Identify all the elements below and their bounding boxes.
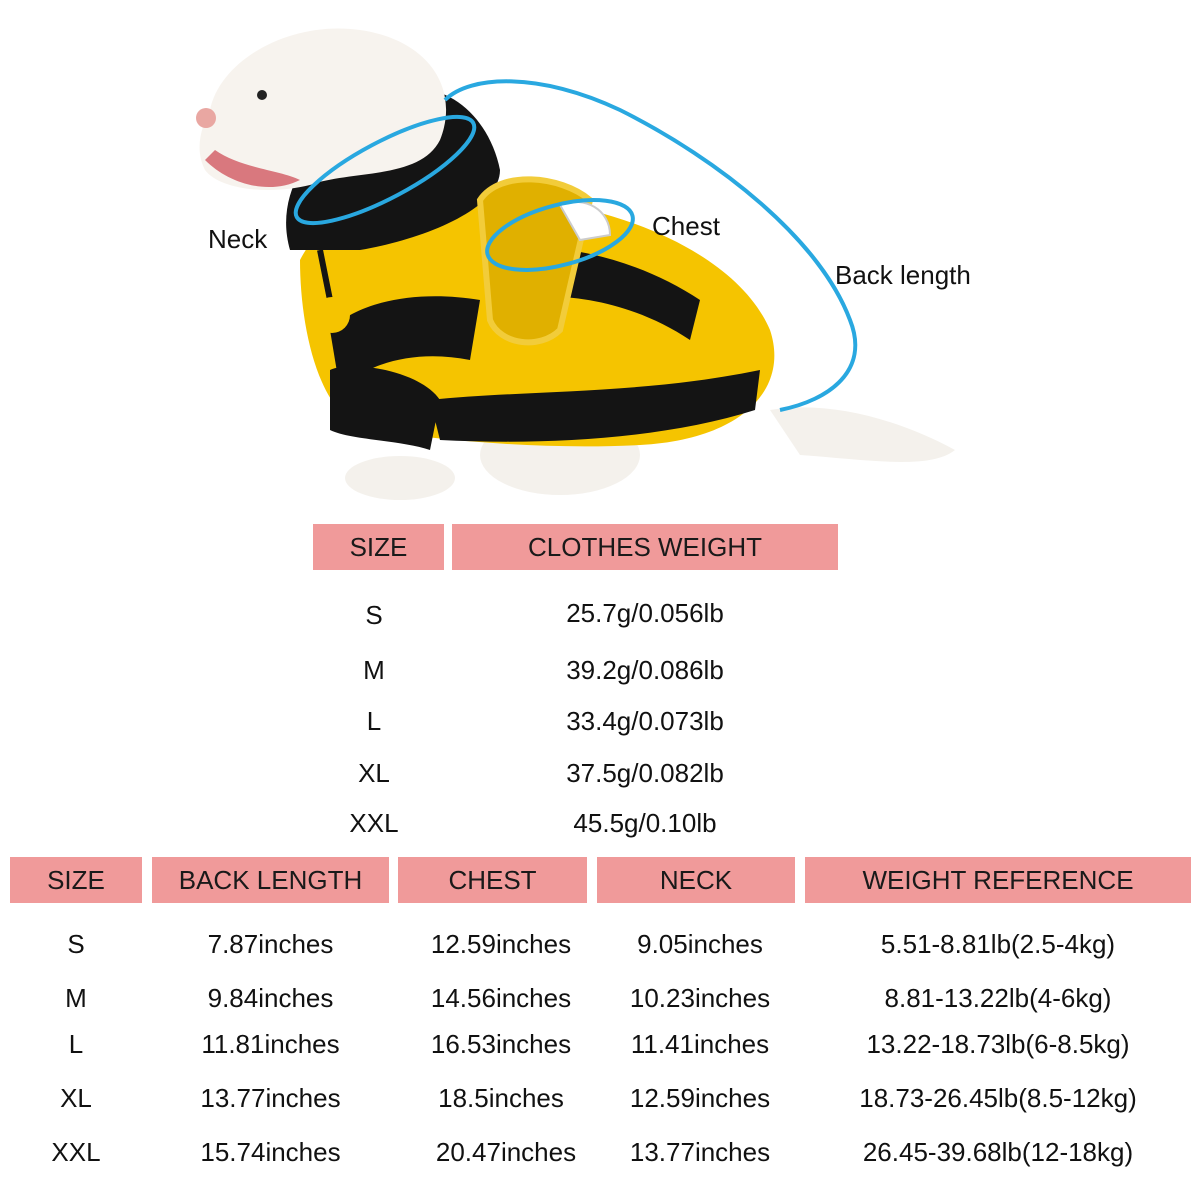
size-table-header-neck: NECK (597, 857, 795, 903)
size-row-m-back-length: 9.84inches (207, 983, 334, 1013)
size-row-xxl-neck: 13.77inches (629, 1137, 771, 1167)
weight-table-header-clothes-weight: CLOTHES WEIGHT (452, 524, 838, 570)
dog-eye (257, 90, 267, 100)
weight-table-header-size: SIZE (313, 524, 444, 570)
chest-label: Chest (652, 211, 720, 241)
costume-stripe-3 (430, 370, 760, 442)
size-row-s-size: S (67, 929, 85, 959)
size-row-xxl-weight-reference: 26.45-39.68lb(12-18kg) (862, 1137, 1134, 1167)
weight-row-m-weight: 39.2g/0.086lb (566, 655, 724, 685)
size-row-l-weight-reference: 13.22-18.73lb(6-8.5kg) (866, 1029, 1130, 1059)
size-row-l-neck: 11.41inches (630, 1029, 770, 1059)
size-row-l-size: L (68, 1029, 84, 1059)
size-row-s-weight-reference: 5.51-8.81lb(2.5-4kg) (880, 929, 1116, 959)
dog-tail (770, 407, 955, 462)
neck-label: Neck (208, 224, 268, 254)
weight-row-xxl-weight: 45.5g/0.10lb (573, 808, 717, 838)
costume-stripe-1 (330, 296, 480, 390)
size-table-header-weight-reference: WEIGHT REFERENCE (805, 857, 1191, 903)
size-row-m-chest: 14.56inches (430, 983, 572, 1013)
size-row-s-back-length: 7.87inches (207, 929, 334, 959)
weight-row-m-size: M (363, 655, 385, 685)
weight-row-s-weight: 25.7g/0.056lb (566, 598, 724, 628)
size-row-xl-weight-reference: 18.73-26.45lb(8.5-12kg) (859, 1083, 1137, 1113)
size-row-xxl-size: XXL (51, 1137, 101, 1167)
size-table-header-back-length: BACK LENGTH (152, 857, 389, 903)
antenna-pom (314, 297, 350, 333)
size-row-l-chest: 16.53inches (430, 1029, 572, 1059)
weight-row-xl-size: XL (358, 758, 390, 788)
chest-measure-line (485, 198, 635, 272)
weight-row-l-size: L (366, 706, 382, 736)
size-row-xl-size: XL (60, 1083, 92, 1113)
size-table-header-chest: CHEST (398, 857, 587, 903)
dog-nose (196, 108, 216, 128)
size-row-m-size: M (65, 983, 87, 1013)
size-row-s-neck: 9.05inches (637, 929, 763, 959)
size-table-header-size: SIZE (10, 857, 142, 903)
weight-row-s-size: S (365, 600, 383, 630)
size-row-m-weight-reference: 8.81-13.22lb(4-6kg) (884, 983, 1112, 1013)
size-row-xl-chest: 18.5inches (438, 1083, 564, 1113)
weight-row-xxl-size: XXL (349, 808, 399, 838)
neck-measure-line (293, 114, 477, 226)
size-row-s-chest: 12.59inches (430, 929, 572, 959)
dog-mouth (205, 150, 300, 188)
dog-head (199, 28, 447, 190)
costume-leg-cuff (330, 366, 440, 450)
weight-row-xl-weight: 37.5g/0.082lb (566, 758, 724, 788)
dog-front-paws (345, 456, 455, 500)
size-row-m-neck: 10.23inches (629, 983, 771, 1013)
size-row-xl-neck: 12.59inches (629, 1083, 771, 1113)
size-row-xl-back-length: 13.77inches (200, 1083, 341, 1113)
size-row-xxl-back-length: 15.74inches (200, 1137, 341, 1167)
weight-row-l-weight: 33.4g/0.073lb (566, 706, 724, 736)
size-row-l-back-length: 11.81inches (201, 1029, 340, 1059)
back-length-measure-line (443, 79, 858, 412)
dog-bee-costume-illustration (196, 28, 955, 500)
back-length-label: Back length (835, 260, 971, 290)
size-row-xxl-chest: 20.47inches (435, 1137, 577, 1167)
